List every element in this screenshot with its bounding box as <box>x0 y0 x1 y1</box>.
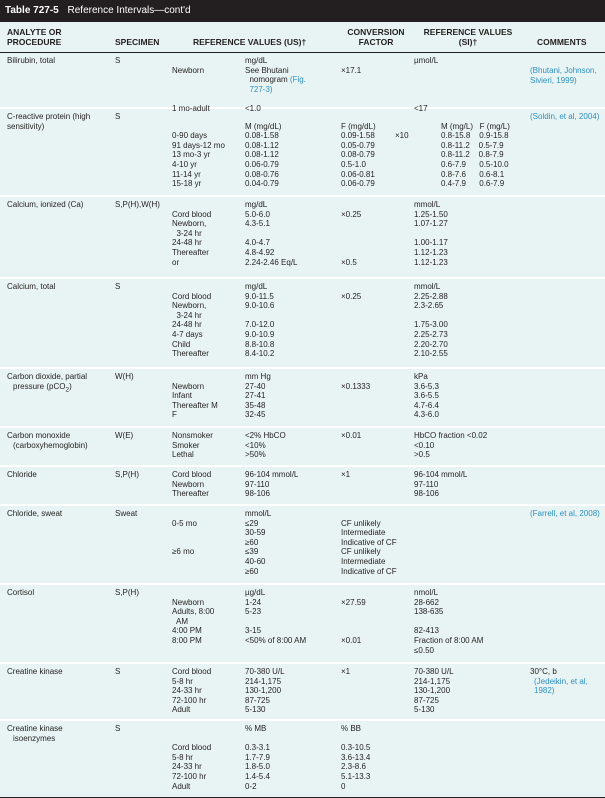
si-value-cell: mmol/L 2.25-2.88 2.3-2.65 1.75-3.00 2.25… <box>414 282 448 359</box>
us-male-cell: M (mg/dL) 0.08-1.58 0.08-1.12 0.08-1.12 … <box>245 121 282 189</box>
conversion-cell: ×0.01 <box>341 431 362 440</box>
conversion-cell: ×10 <box>395 131 409 141</box>
specimen-cell: S,P(H) <box>115 588 139 597</box>
comment-citation-link[interactable]: (Bhutani, Johnson, Sivieri, 1999) <box>530 66 597 85</box>
interpretation-cell: CF unlikely Intermediate Indicative of C… <box>341 518 397 576</box>
comment-citation-link[interactable]: (Jedeikin, et al, 1982) <box>534 676 588 696</box>
group-cell: 0-90 days 91 days-12 mo 13 mo-3 yr 4-10 … <box>172 131 225 189</box>
group-cell: Cord blood Newborn, 3-24 hr 24-48 hr The… <box>172 209 212 267</box>
analyte-cell: C-reactive protein (high sensitivity) <box>7 112 91 131</box>
si-value-cell: 96-104 mmol/L 97-110 98-106 <box>414 470 468 499</box>
group-cell: Cord blood 5-8 hr 24-33 hr 72-100 hr Adu… <box>172 743 212 791</box>
specimen-cell: W(E) <box>115 431 134 440</box>
us-value-cell: mm Hg 27-40 27-41 35-48 32-45 <box>245 372 271 420</box>
table-header: ANALYTE OR PROCEDURE SPECIMEN REFERENCE V… <box>0 22 605 53</box>
comment-citation-link[interactable]: (Farrell, et al, 2008) <box>530 509 600 518</box>
us-value-cell: <2% HbCO <10% >50% <box>245 431 286 460</box>
si-value-cell: mmol/L 1.25-1.50 1.07-1.27 1.00-1.17 1.1… <box>414 200 448 267</box>
si-value-cell: µmol/L <17 <box>414 56 439 113</box>
table-row: Carbon dioxide, partial pressure (pCO2) W… <box>0 369 605 428</box>
table-row: Carbon monoxide (carboxyhemoglobin) W(E) … <box>0 428 605 467</box>
table-body: Bilirubin, total S Newborn 1 mo-adult mg… <box>0 53 605 798</box>
table-row: Chloride S,P(H) Cord blood Newborn There… <box>0 467 605 506</box>
comment-cell: 30°C, b (Jedeikin, et al, 1982) <box>530 667 602 696</box>
si-value-cell: kPa 3.6-5.3 3.6-5.5 4.7-6.4 4.3-6.0 <box>414 372 439 420</box>
conversion-cell: ×0.1333 <box>341 381 371 391</box>
analyte-cell: Creatine kinase <box>7 667 63 676</box>
group-cell: Newborn 1 mo-adult <box>172 65 210 113</box>
header-conversion-factor: CONVERSION FACTOR <box>347 27 405 47</box>
table-row: Creatine kinase S Cord blood 5-8 hr 24-3… <box>0 664 605 721</box>
table-row: C-reactive protein (high sensitivity) S … <box>0 109 605 197</box>
group-cell: Cord blood 5-8 hr 24-33 hr 72-100 hr Adu… <box>172 667 212 715</box>
us-value-cell: mmol/L ≤29 30-59 ≥60 ≤39 40-60 ≥60 <box>245 509 272 576</box>
header-comments: COMMENTS <box>537 37 587 47</box>
table-row: Calcium, total S Cord blood Newborn, 3-2… <box>0 279 605 369</box>
si-value-cell: M (mg/L) F (mg/L) 0.8-15.8 0.9-15.8 0.8-… <box>441 121 510 189</box>
us-value-cell: mg/dL 5.0-6.0 4.3-5.1 4.0-4.7 4.8-4.92 2… <box>245 200 298 267</box>
analyte-cell: Carbon monoxide (carboxyhemoglobin) <box>7 431 88 450</box>
specimen-cell: S <box>115 112 121 121</box>
si-value-cell: 70-380 U/L 214-1,175 130-1,200 87-725 5-… <box>414 667 454 715</box>
specimen-cell: S <box>115 667 121 676</box>
table-title-bar: Table 727-5 Reference Intervals—cont'd <box>0 0 605 22</box>
specimen-cell: S <box>115 56 121 65</box>
conversion-cell: ×0.25 ×0.5 <box>341 209 362 267</box>
conversion-cell: ×17.1 <box>341 65 362 75</box>
header-reference-us: REFERENCE VALUES (US)† <box>193 37 307 47</box>
specimen-cell: W(H) <box>115 372 134 381</box>
us-value-cell: mg/dL 9.0-11.5 9.0-10.6 7.0-12.0 9.0-10.… <box>245 282 275 359</box>
analyte-cell: Carbon dioxide, partial pressure (pCO2) <box>7 372 88 394</box>
specimen-cell: S <box>115 282 121 291</box>
header-reference-si: REFERENCE VALUES (SI)† <box>423 27 513 47</box>
conversion-cell: ×27.59 ×0.01 <box>341 597 366 645</box>
group-cell: 0-5 mo ≥6 mo <box>172 518 197 557</box>
bb-value-cell: % BB 0.3-10.5 3.6-13.4 2.3-8.6 5.1-13.3 … <box>341 724 371 791</box>
group-cell: Newborn Infant Thereafter M F <box>172 381 218 420</box>
group-cell: Cord blood Newborn, 3-24 hr 24-48 hr 4-7… <box>172 291 212 359</box>
comment-citation-link[interactable]: (Soldin, et al, 2004) <box>530 112 600 121</box>
us-female-cell: F (mg/dL) 0.09-1.58 0.05-0.79 0.08-0.79 … <box>341 121 376 189</box>
us-value-cell: mg/dL See Bhutani nomogram (Fig. 727-3) … <box>245 56 306 113</box>
table-row: Calcium, ionized (Ca) S,P(H),W(H) Cord b… <box>0 197 605 279</box>
group-cell: Cord blood Newborn Thereafter <box>172 470 212 499</box>
specimen-cell: S,P(H) <box>115 470 139 479</box>
analyte-cell: Cortisol <box>7 588 35 597</box>
si-value-cell: HbCO fraction <0.02 <0.10 >0.5 <box>414 431 488 460</box>
table-row: Creatine kinase isoenzymes S Cord blood 5… <box>0 721 605 798</box>
header-analyte: ANALYTE OR PROCEDURE <box>7 27 62 47</box>
table-row: Bilirubin, total S Newborn 1 mo-adult mg… <box>0 53 605 113</box>
conversion-cell: ×1 <box>341 667 351 676</box>
us-value-cell: 70-380 U/L 214-1,175 130-1,200 87-725 5-… <box>245 667 285 715</box>
analyte-cell: Chloride, sweat <box>7 509 63 518</box>
conversion-cell: ×0.25 <box>341 291 362 301</box>
specimen-cell: S <box>115 724 121 733</box>
figure-link[interactable]: (Fig. 727-3) <box>249 75 306 94</box>
table-number: Table 727-5 <box>5 5 59 16</box>
group-cell: Nonsmoker Smoker Lethal <box>172 431 213 460</box>
analyte-cell: Calcium, total <box>7 282 56 291</box>
table-row: Chloride, sweat Sweat 0-5 mo ≥6 mo mmol/… <box>0 506 605 585</box>
header-specimen: SPECIMEN <box>115 37 160 47</box>
analyte-cell: Bilirubin, total <box>7 56 56 65</box>
specimen-cell: Sweat <box>115 509 138 518</box>
analyte-cell: Creatine kinase isoenzymes <box>7 724 63 743</box>
mb-value-cell: % MB 0.3-3.1 1.7-7.9 1.8-5.0 1.4-5.4 0-2 <box>245 724 270 791</box>
table-row: Cortisol S,P(H) Newborn Adults, 8:00 AM … <box>0 585 605 664</box>
conversion-cell: ×1 <box>341 470 351 479</box>
specimen-cell: S,P(H),W(H) <box>115 200 160 209</box>
analyte-cell: Chloride <box>7 470 37 479</box>
table-title: Reference Intervals—cont'd <box>67 5 191 16</box>
us-value-cell: 96-104 mmol/L 97-110 98-106 <box>245 470 299 499</box>
analyte-cell: Calcium, ionized (Ca) <box>7 200 84 209</box>
group-cell: Newborn Adults, 8:00 AM 4:00 PM 8:00 PM <box>172 597 215 645</box>
us-value-cell: µg/dL 1-24 5-23 3-15 <50% of 8:00 AM <box>245 588 307 645</box>
si-value-cell: nmol/L 28-662 138-635 82-413 Fraction of… <box>414 588 484 655</box>
